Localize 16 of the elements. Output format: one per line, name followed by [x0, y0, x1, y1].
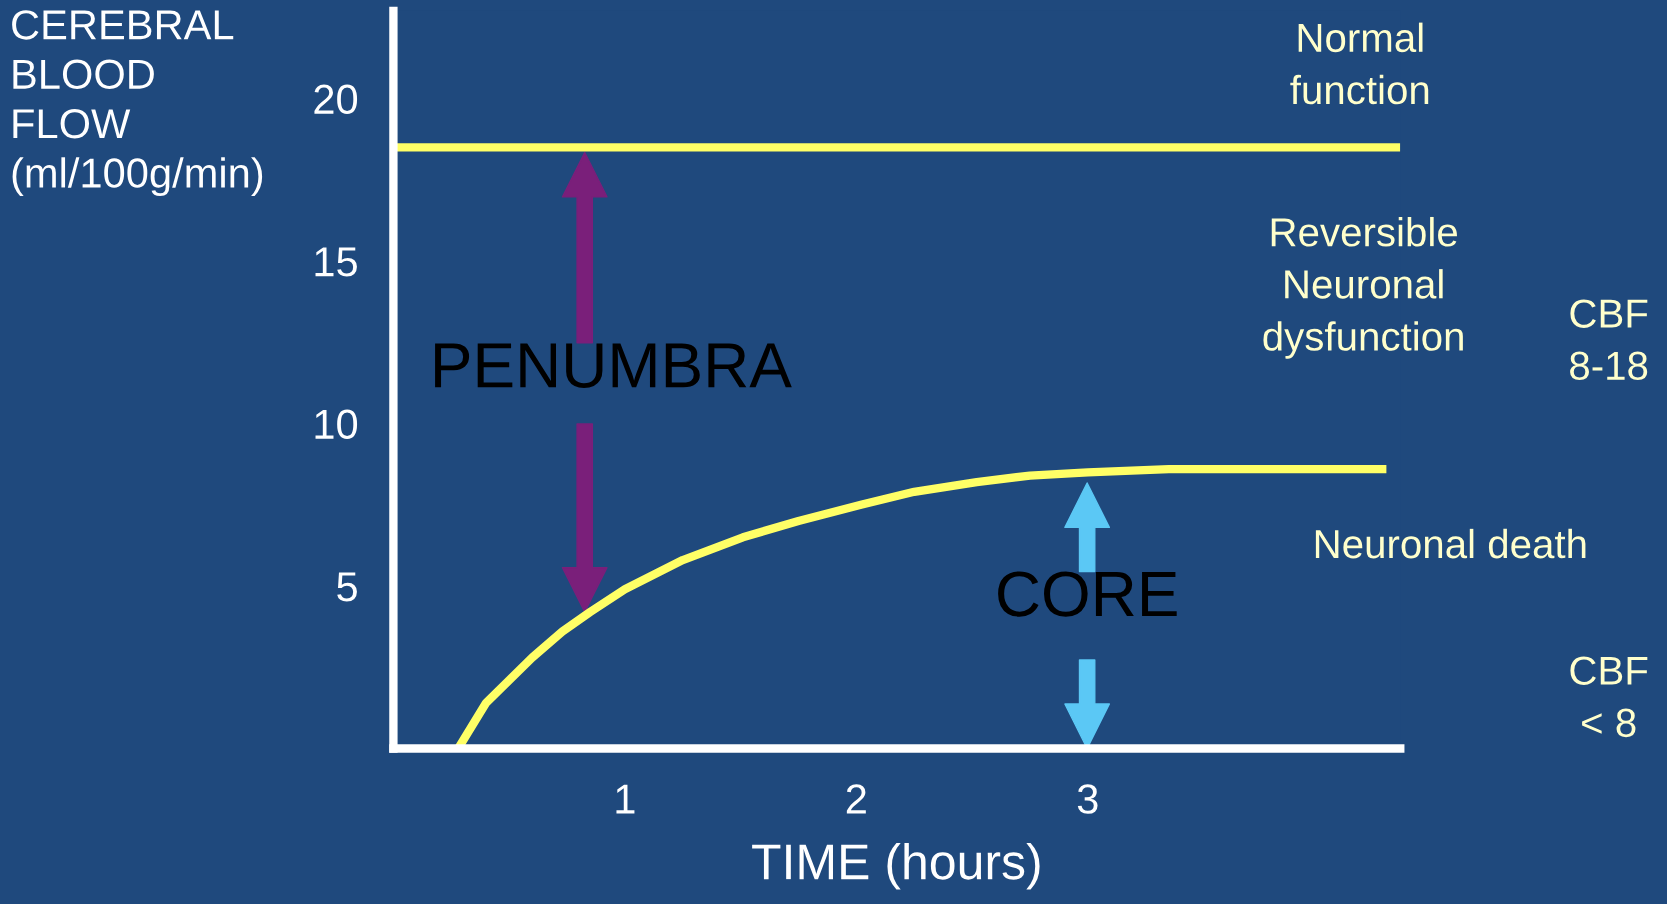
y-tick-label: 15 — [315, 247, 357, 277]
y-tick-label: 10 — [315, 409, 358, 440]
y-tick-label: 20 — [314, 84, 358, 115]
y-tick-label: 5 — [337, 572, 357, 602]
annotation: Neuronal death — [1315, 528, 1586, 559]
x-axis-title: TIME (hours) — [752, 842, 1040, 890]
annotation: Reversible Neuronal dysfunction — [1263, 216, 1463, 359]
x-tick-label: 2 — [846, 784, 866, 814]
text: CBF < 8 — [1570, 656, 1648, 738]
annotation: Normal function — [1290, 22, 1429, 105]
x-tick-label: 3 — [1077, 784, 1098, 814]
annotation: PENUMBRA — [435, 343, 792, 388]
text: CBF 8-18 — [1570, 299, 1648, 381]
y-axis-title: CEREBRAL BLOOD FLOW (ml/100g/min) — [12, 10, 263, 197]
x-tick-label: 1 — [616, 784, 635, 814]
annotation: CORE — [998, 571, 1177, 617]
